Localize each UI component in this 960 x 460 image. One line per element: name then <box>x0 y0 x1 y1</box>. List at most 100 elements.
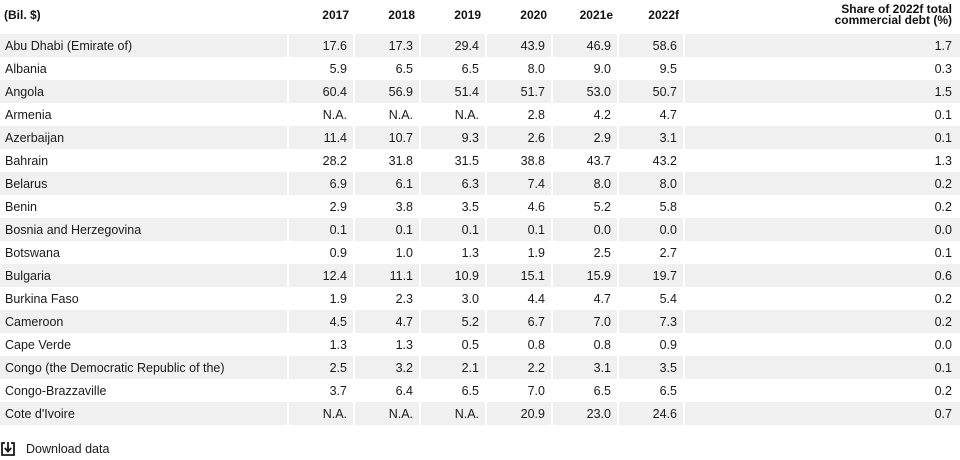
cell-2021e: 6.5 <box>553 379 619 402</box>
cell-2021e: 2.9 <box>553 126 619 149</box>
cell-2021e: 53.0 <box>553 80 619 103</box>
cell-2020: 4.6 <box>487 195 553 218</box>
table-body: Abu Dhabi (Emirate of) 17.6 17.3 29.4 43.9 46… <box>0 34 960 425</box>
cell-2019: 51.4 <box>421 80 487 103</box>
cell-2020: 8.0 <box>487 57 553 80</box>
header-2022f: 2022f <box>648 8 679 22</box>
cell-share: 0.2 <box>934 291 952 306</box>
cell-2022f: 0.0 <box>619 218 685 241</box>
table-row: Cape Verde 1.3 1.3 0.5 0.8 0.8 0.9 0.0 <box>0 333 960 356</box>
cell-2022f: 43.2 <box>619 149 685 172</box>
cell-2017: 6.9 <box>289 172 355 195</box>
cell-2018: 1.3 <box>355 333 421 356</box>
cell-2020: 2.6 <box>487 126 553 149</box>
cell-2021e: 5.2 <box>553 195 619 218</box>
cell-2019: N.A. <box>421 103 487 126</box>
cell-2017: N.A. <box>289 402 355 425</box>
cell-share: 0.1 <box>685 356 960 379</box>
cell-2020: 2.8 <box>487 103 553 126</box>
cell-2019: 6.3 <box>421 172 487 195</box>
cell-country: Belarus <box>0 172 289 195</box>
download-data-label: Download data <box>26 442 110 456</box>
cell-2021e: 43.7 <box>553 149 619 172</box>
cell-2019: 3.5 <box>421 195 487 218</box>
table-row: Belarus 6.9 6.1 6.3 7.4 8.0 8.0 0.2 <box>0 172 960 195</box>
cell-2018: 17.3 <box>355 34 421 57</box>
cell-share: 0.7 <box>685 402 960 425</box>
cell-2022f: 2.7 <box>619 241 685 264</box>
cell-2019: 9.3 <box>421 126 487 149</box>
cell-2020: 0.1 <box>487 218 553 241</box>
cell-2017: 1.9 <box>289 287 355 310</box>
cell-2018: 6.5 <box>355 57 421 80</box>
cell-country: Bosnia and Herzegovina <box>0 218 289 241</box>
table-row: Cote d'Ivoire N.A. N.A. N.A. 20.9 23.0 24.6 0.7 <box>0 402 960 425</box>
cell-country: Cote d'Ivoire <box>0 402 289 425</box>
header-2020: 2020 <box>520 8 547 22</box>
cell-2018: 4.7 <box>355 310 421 333</box>
cell-2018: 6.1 <box>355 172 421 195</box>
header-unit: (Bil. $) <box>4 8 41 22</box>
cell-2018: 2.3 <box>355 287 421 310</box>
cell-2021e: 4.2 <box>553 103 619 126</box>
cell-2017: 0.1 <box>289 218 355 241</box>
cell-country: Benin <box>0 195 289 218</box>
cell-country: Bahrain <box>0 149 289 172</box>
cell-share: 0.2 <box>685 172 960 195</box>
cell-2019: 0.5 <box>421 333 487 356</box>
cell-2020: 20.9 <box>487 402 553 425</box>
cell-2018: N.A. <box>355 103 421 126</box>
cell-2020: 7.0 <box>487 379 553 402</box>
cell-share: 0.3 <box>934 61 952 76</box>
cell-2022f: 8.0 <box>619 172 685 195</box>
cell-2018: 31.8 <box>355 149 421 172</box>
cell-2018: 3.2 <box>355 356 421 379</box>
cell-2021e: 9.0 <box>553 57 619 80</box>
table-row: Botswana 0.9 1.0 1.3 1.9 2.5 2.7 0.1 <box>0 241 960 264</box>
cell-2017: 28.2 <box>289 149 355 172</box>
cell-2021e: 2.5 <box>553 241 619 264</box>
cell-2021e: 7.0 <box>553 310 619 333</box>
cell-2022f: 19.7 <box>619 264 685 287</box>
cell-2020: 2.2 <box>487 356 553 379</box>
cell-2020: 43.9 <box>487 34 553 57</box>
cell-country: Azerbaijan <box>0 126 289 149</box>
cell-2022f: 58.6 <box>619 34 685 57</box>
cell-country: Armenia <box>0 103 289 126</box>
cell-2017: 17.6 <box>289 34 355 57</box>
cell-2021e: 23.0 <box>553 402 619 425</box>
cell-share: 0.2 <box>934 199 952 214</box>
cell-2019: N.A. <box>421 402 487 425</box>
cell-share: 1.5 <box>685 80 960 103</box>
table-row: Benin 2.9 3.8 3.5 4.6 5.2 5.8 0.2 <box>0 195 960 218</box>
table-row: Burkina Faso 1.9 2.3 3.0 4.4 4.7 5.4 0.2 <box>0 287 960 310</box>
cell-2021e: 4.7 <box>553 287 619 310</box>
table-row: Bosnia and Herzegovina 0.1 0.1 0.1 0.1 0.0 0.0… <box>0 218 960 241</box>
cell-2019: 6.5 <box>421 379 487 402</box>
cell-2017: 2.9 <box>289 195 355 218</box>
cell-country: Congo-Brazzaville <box>0 379 289 402</box>
cell-2020: 1.9 <box>487 241 553 264</box>
cell-2022f: 3.5 <box>619 356 685 379</box>
cell-share: 0.0 <box>685 218 960 241</box>
cell-country: Botswana <box>0 241 289 264</box>
cell-share: 0.2 <box>685 310 960 333</box>
cell-2021e: 15.9 <box>553 264 619 287</box>
table-row: Abu Dhabi (Emirate of) 17.6 17.3 29.4 43.9 46… <box>0 34 960 57</box>
cell-2018: 6.4 <box>355 379 421 402</box>
download-data-link[interactable]: Download data <box>0 439 109 459</box>
cell-country: Cape Verde <box>0 333 289 356</box>
table-row: Cameroon 4.5 4.7 5.2 6.7 7.0 7.3 0.2 <box>0 310 960 333</box>
cell-2018: 3.8 <box>355 195 421 218</box>
cell-2019: 3.0 <box>421 287 487 310</box>
cell-country: Burkina Faso <box>0 287 289 310</box>
cell-2019: 29.4 <box>421 34 487 57</box>
table-row: Bulgaria 12.4 11.1 10.9 15.1 15.9 19.7 0.6 <box>0 264 960 287</box>
table-row: Armenia N.A. N.A. N.A. 2.8 4.2 4.7 0.1 <box>0 103 960 126</box>
cell-2022f: 24.6 <box>619 402 685 425</box>
cell-2021e: 3.1 <box>553 356 619 379</box>
cell-2019: 2.1 <box>421 356 487 379</box>
cell-2022f: 50.7 <box>619 80 685 103</box>
cell-2022f: 6.5 <box>619 379 685 402</box>
